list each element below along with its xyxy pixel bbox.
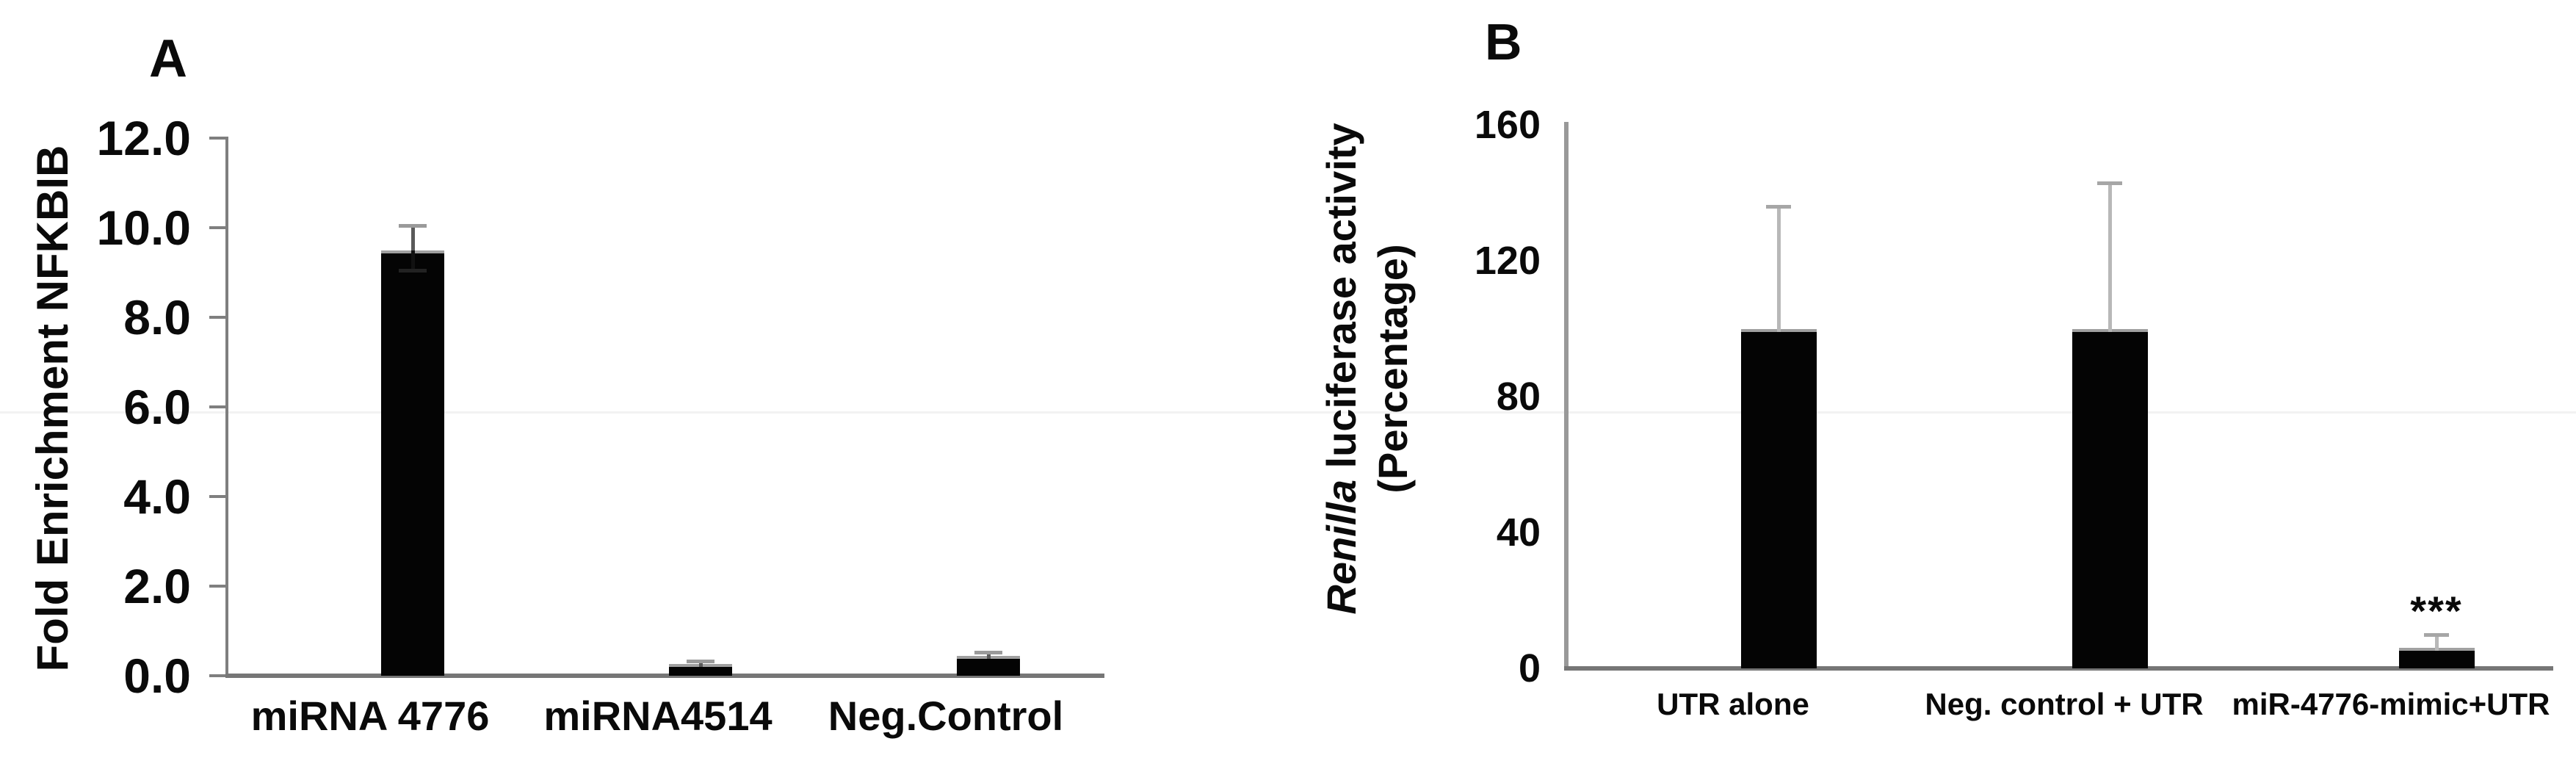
panel-a-y-tick-label: 4.0: [123, 469, 191, 524]
panel-a-y-tick-label: 6.0: [123, 380, 191, 434]
panel-b-bar: [1740, 328, 1817, 668]
panel-a-error-bar-cap: [974, 651, 1002, 655]
panel-a-y-tick: [209, 405, 225, 408]
panel-a-category-label: miRNA 4776: [250, 693, 490, 739]
panel-a-error-bar-cap: [687, 659, 714, 663]
panel-b-x-axis-line: [1564, 666, 2553, 671]
panel-a-error-bar-stem-lower: [411, 250, 415, 270]
panel-b-category-label: UTR alone: [1657, 687, 1809, 721]
y-axis-title-rest: luciferase activity: [1318, 123, 1364, 480]
panel-b-bar: [2072, 328, 2148, 668]
panel-a-error-bar-cap: [399, 223, 427, 228]
panel-b-significance-annotation: ***: [2410, 587, 2463, 634]
panel-a-y-axis-line: [225, 137, 228, 678]
panel-a-category-label: miRNA4514: [543, 693, 773, 739]
panel-a-y-tick-label: 0.0: [123, 649, 191, 703]
panel-a-category-label: Neg.Control: [828, 693, 1064, 739]
panel-a-x-axis-line: [225, 674, 1104, 678]
panel-a-y-tick: [209, 495, 225, 498]
panel-b-bar: [2398, 648, 2475, 668]
panel-a-y-tick-label: 8.0: [123, 290, 191, 344]
panel-b-y-tick-label: 0: [1518, 646, 1541, 690]
panel-a-y-tick: [209, 316, 225, 319]
panel-a-y-tick: [209, 226, 225, 229]
renilla-italic-word: Renilla: [1318, 480, 1364, 615]
panel-b-error-bar-stem: [2435, 634, 2439, 651]
panel-a-error-bar-stem: [699, 660, 703, 668]
panel-b-error-bar-stem: [2108, 182, 2112, 332]
panel-b-error-bar-stem: [1777, 206, 1781, 332]
panel-a-y-tick: [209, 585, 225, 588]
panel-b-y-tick-label: 40: [1496, 510, 1541, 555]
panel-a-error-bar-cap-lower: [399, 268, 427, 272]
panel-b-category-label: miR-4776-mimic+UTR: [2232, 687, 2550, 721]
panel-a-error-bar-stem: [411, 225, 415, 253]
panel-a-y-tick-label: 2.0: [123, 559, 191, 613]
panel-b-error-bar-cap: [2097, 181, 2122, 185]
panel-b-y-axis-title-line1: Renilla luciferase activity: [1316, 1, 1367, 736]
panel-b-y-axis-line: [1564, 122, 1569, 671]
panel-b-error-bar-cap: [2424, 632, 2449, 637]
panel-a-error-bar-stem: [987, 652, 991, 659]
panel-a-bar: [381, 250, 444, 676]
panel-a-y-tick: [209, 674, 225, 677]
panel-b-error-bar-cap: [1766, 205, 1791, 209]
panel-b-y-tick-label: 120: [1474, 239, 1541, 283]
panel-b-category-label: Neg. control + UTR: [1925, 687, 2204, 721]
panel-b-y-tick-label: 160: [1474, 103, 1541, 147]
panel-a-y-tick-label: 10.0: [96, 201, 191, 255]
panel-a-y-tick: [209, 137, 225, 140]
panel-b-letter: B: [1485, 13, 1523, 71]
panel-a-letter: A: [149, 29, 188, 88]
panel-a-bar: [957, 655, 1020, 676]
panel-b-y-tick-label: 80: [1496, 375, 1541, 419]
panel-a-y-tick-label: 12.0: [96, 111, 191, 165]
artifact-gridline: [0, 411, 2576, 414]
